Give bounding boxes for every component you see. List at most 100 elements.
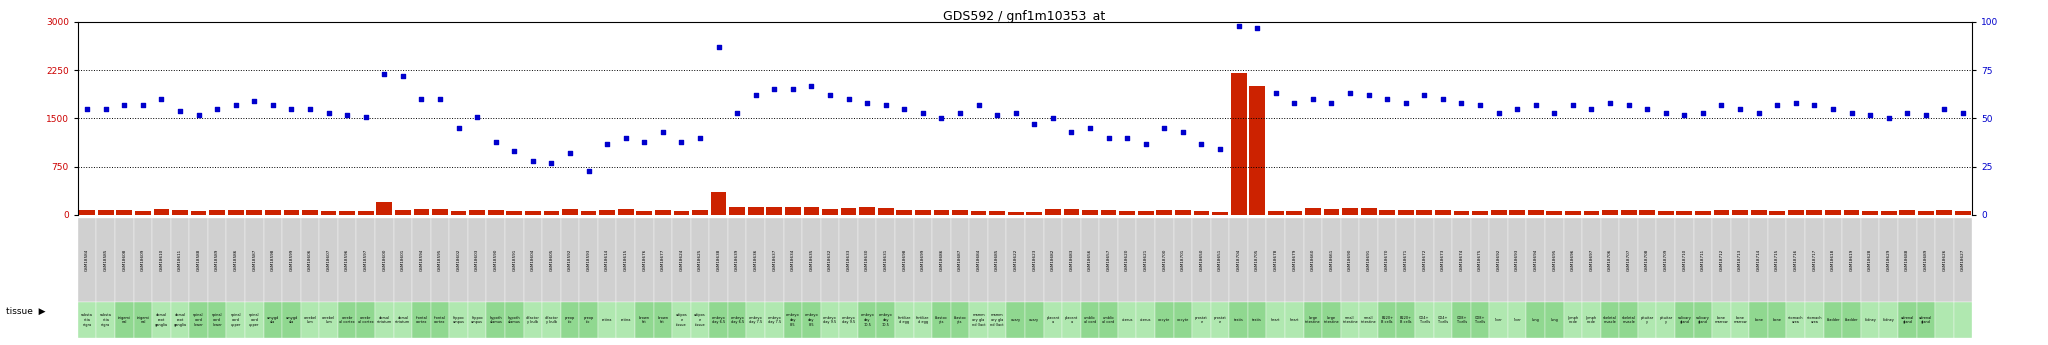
Point [702,44,735,50]
Text: GSM18709: GSM18709 [1663,249,1667,272]
Text: kidney: kidney [1864,318,1876,322]
Point [666,139,698,144]
Text: testis: testis [1251,318,1262,322]
Text: GSM18632: GSM18632 [827,249,831,272]
Point [1927,106,1960,111]
Bar [172,210,188,215]
Bar [1229,302,1247,338]
Text: embryo
day
8.5: embryo day 8.5 [786,314,799,327]
Text: GSM18595: GSM18595 [438,249,442,272]
Bar [1305,208,1321,215]
Bar [860,207,874,215]
Text: GSM18714: GSM18714 [1757,249,1761,272]
Text: GSM18651: GSM18651 [1219,249,1223,272]
Text: ovary: ovary [1030,318,1040,322]
Bar [1399,209,1413,215]
Bar [709,302,727,338]
Text: GSM18679: GSM18679 [1292,249,1296,272]
Text: GSM18673: GSM18673 [1442,249,1446,272]
Point [1688,110,1720,116]
Bar [674,211,690,215]
Bar [152,218,170,302]
Text: GSM18602: GSM18602 [457,249,461,272]
Point [442,125,475,131]
Point [1798,102,1831,108]
Bar [487,302,506,338]
Bar [543,211,559,215]
Bar [784,218,803,302]
Text: embryo
day 9.5: embryo day 9.5 [823,316,838,324]
Bar [340,211,354,215]
Bar [78,302,96,338]
Bar [1006,302,1024,338]
Text: hippoc
ampus: hippoc ampus [453,316,465,324]
Text: GSM18604: GSM18604 [530,249,535,272]
Bar [1174,218,1192,302]
Text: GSM18675: GSM18675 [1479,249,1483,272]
Point [1055,129,1087,135]
Bar [1804,302,1823,338]
Bar [1804,218,1823,302]
Bar [987,218,1006,302]
Bar [430,302,449,338]
Text: cerebel
lum: cerebel lum [303,316,317,324]
Text: GSM18621: GSM18621 [1143,249,1147,272]
Bar [1509,210,1526,215]
Text: embryo
day
10.5: embryo day 10.5 [879,314,893,327]
Bar [1360,208,1376,215]
Bar [301,218,319,302]
Bar [709,218,727,302]
Bar [1378,218,1397,302]
Text: GSM18588: GSM18588 [197,249,201,272]
Point [758,87,791,92]
Text: GSM18600: GSM18600 [383,249,387,272]
Bar [1157,209,1171,215]
Text: blastoc
yts: blastoc yts [936,316,948,324]
Text: GSM18683: GSM18683 [1069,249,1073,272]
Bar [1323,218,1341,302]
Point [1167,129,1200,135]
Bar [1436,210,1450,215]
Bar [950,218,969,302]
Bar [1862,218,1880,302]
Bar [969,302,987,338]
Text: GSM18717: GSM18717 [1812,249,1817,272]
Text: liver: liver [1513,318,1522,322]
Text: olfactor
y bulb: olfactor y bulb [526,316,541,324]
Point [1352,92,1384,98]
Bar [1063,218,1081,302]
Text: GSM18624: GSM18624 [680,249,684,272]
Bar [264,218,283,302]
Bar [1100,218,1118,302]
Text: uterus: uterus [1122,318,1133,322]
Point [1223,23,1255,29]
Point [944,110,977,116]
Bar [1305,218,1323,302]
Text: GSM18686: GSM18686 [940,249,944,272]
Point [72,106,104,111]
Point [1890,110,1923,116]
Point [1538,110,1571,116]
Text: GSM18715: GSM18715 [1776,249,1780,272]
Text: GSM18609: GSM18609 [141,249,145,272]
Bar [1898,302,1917,338]
Text: GSM18698: GSM18698 [903,249,907,272]
Bar [1473,211,1489,215]
Bar [1100,210,1116,215]
Bar [283,302,301,338]
Bar [1694,302,1712,338]
Point [1780,100,1812,106]
Point [1036,116,1069,121]
Text: bladder: bladder [1845,318,1858,322]
Bar [840,302,858,338]
Text: placent
a: placent a [1065,316,1077,324]
Bar [1602,218,1620,302]
Bar [115,218,133,302]
Bar [821,302,840,338]
Text: GSM18656: GSM18656 [1087,249,1092,272]
Point [1296,96,1329,102]
Bar [1063,302,1081,338]
Point [647,129,680,135]
Point [350,114,383,119]
Bar [133,302,152,338]
